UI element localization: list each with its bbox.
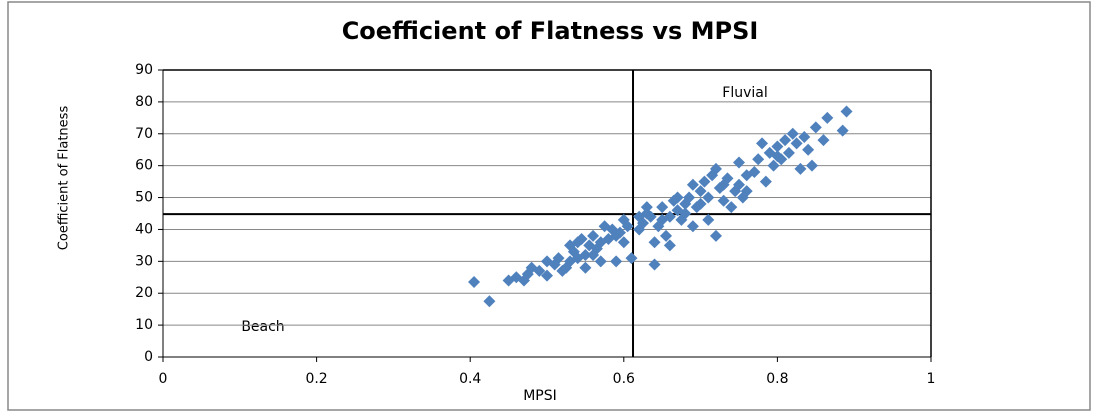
point bbox=[610, 255, 623, 268]
point bbox=[771, 140, 784, 153]
point bbox=[717, 178, 730, 191]
point bbox=[790, 137, 803, 150]
x-axis-label: MPSI bbox=[523, 388, 557, 404]
point bbox=[468, 276, 481, 289]
point bbox=[779, 134, 792, 147]
point bbox=[483, 295, 496, 308]
point bbox=[579, 261, 592, 274]
point bbox=[840, 105, 853, 118]
x-tick-label: 0.2 bbox=[305, 371, 327, 387]
point bbox=[740, 185, 753, 198]
point bbox=[786, 127, 799, 140]
point bbox=[702, 213, 715, 226]
point bbox=[663, 239, 676, 252]
point bbox=[686, 178, 699, 191]
point bbox=[571, 252, 584, 265]
chart-title: Coefficient of Flatness vs MPSI bbox=[342, 17, 759, 45]
point bbox=[656, 213, 669, 226]
point bbox=[656, 201, 669, 214]
point bbox=[798, 130, 811, 143]
point bbox=[702, 191, 715, 204]
point bbox=[640, 201, 653, 214]
point bbox=[733, 156, 745, 169]
point bbox=[575, 233, 588, 246]
point bbox=[725, 201, 738, 214]
y-tick-label: 80 bbox=[135, 94, 153, 110]
point bbox=[671, 191, 684, 204]
point bbox=[679, 207, 692, 220]
point bbox=[767, 159, 780, 172]
point bbox=[782, 146, 795, 159]
y-tick-label: 70 bbox=[135, 126, 153, 142]
point bbox=[802, 143, 815, 156]
point bbox=[694, 185, 707, 198]
point bbox=[587, 229, 600, 242]
point bbox=[648, 236, 661, 249]
y-axis-label: Coefficient of Flatness bbox=[57, 106, 72, 251]
point bbox=[552, 252, 565, 265]
y-tick-label: 0 bbox=[144, 349, 153, 365]
y-tick-label: 50 bbox=[135, 190, 153, 206]
point bbox=[717, 194, 730, 207]
annotation: Fluvial bbox=[722, 85, 767, 101]
point bbox=[660, 229, 673, 242]
point bbox=[817, 134, 830, 147]
point bbox=[733, 178, 745, 191]
point bbox=[759, 175, 772, 188]
y-tick-label: 40 bbox=[135, 221, 153, 237]
point bbox=[579, 248, 592, 261]
y-tick-label: 20 bbox=[135, 285, 153, 301]
point bbox=[686, 220, 699, 233]
point bbox=[805, 159, 818, 172]
y-tick-label: 10 bbox=[135, 317, 153, 333]
annotation: Beach bbox=[241, 319, 284, 335]
point bbox=[771, 150, 784, 163]
point bbox=[809, 121, 822, 134]
point bbox=[794, 162, 807, 175]
point bbox=[709, 229, 722, 242]
point bbox=[633, 210, 646, 223]
x-tick-label: 0.4 bbox=[459, 371, 481, 387]
point bbox=[698, 175, 711, 188]
point bbox=[709, 162, 722, 175]
point bbox=[613, 226, 626, 239]
point bbox=[821, 111, 834, 124]
point bbox=[541, 269, 553, 282]
y-tick-label: 60 bbox=[135, 158, 153, 174]
point bbox=[564, 239, 577, 252]
point bbox=[756, 137, 769, 150]
point bbox=[683, 191, 696, 204]
point bbox=[694, 197, 707, 210]
point bbox=[748, 166, 761, 179]
point bbox=[625, 252, 638, 265]
y-tick-label: 30 bbox=[135, 253, 153, 269]
point bbox=[621, 220, 634, 233]
point bbox=[617, 236, 630, 249]
point bbox=[533, 264, 546, 277]
x-tick-label: 0.8 bbox=[766, 371, 788, 387]
point bbox=[644, 210, 657, 223]
x-tick-label: 1 bbox=[927, 371, 936, 387]
point bbox=[594, 255, 607, 268]
point bbox=[648, 258, 661, 271]
chart-frame bbox=[7, 1, 1091, 411]
y-tick-label: 90 bbox=[135, 62, 153, 78]
point bbox=[836, 124, 849, 137]
x-tick-label: 0 bbox=[159, 371, 168, 387]
x-tick-label: 0.6 bbox=[613, 371, 635, 387]
point bbox=[587, 248, 600, 261]
point bbox=[752, 153, 765, 166]
